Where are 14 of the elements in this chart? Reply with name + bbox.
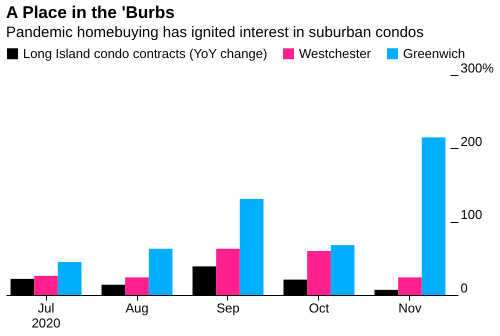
x-tick-label: Nov (398, 300, 422, 316)
legend-label: Greenwich (403, 46, 466, 61)
chart-title: A Place in the 'Burbs (6, 3, 175, 22)
legend-label: Westchester (299, 46, 372, 61)
chart-subtitle: Pandemic homebuying has ignited interest in suburban condos (6, 24, 424, 41)
y-tick-label: 300% (460, 60, 494, 76)
y-tick-label: 100 (460, 207, 482, 222)
legend-label: Long Island condo contracts (YoY change) (23, 46, 268, 61)
x-tick-label: Jul 2020 (32, 300, 60, 330)
y-tick-label: 0 (460, 280, 468, 296)
x-tick-label: Oct (308, 300, 330, 316)
x-tick-label: Sep (216, 300, 240, 316)
y-tick-label: 200 (460, 134, 482, 149)
x-tick-label: Aug (125, 300, 149, 316)
